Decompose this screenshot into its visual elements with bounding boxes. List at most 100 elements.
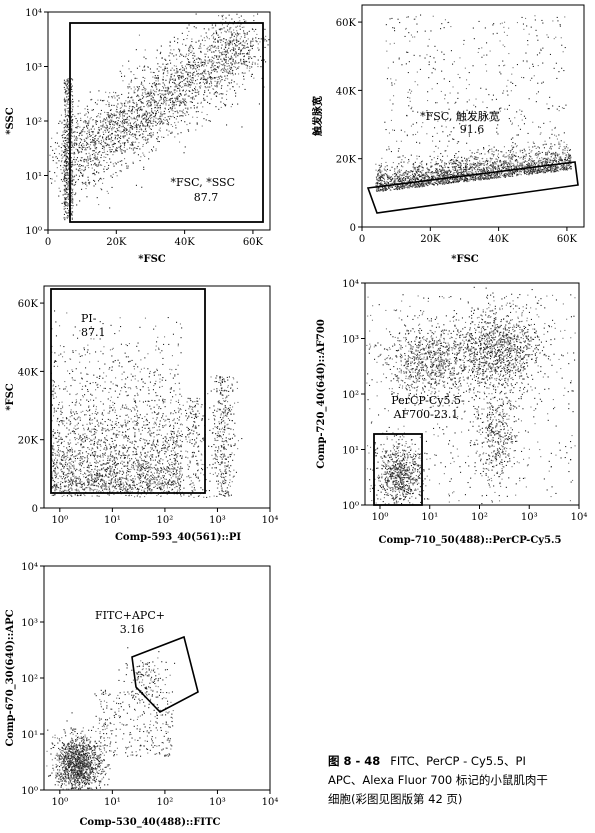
event-dot [503, 168, 505, 170]
event-dot [453, 166, 455, 168]
event-dot [510, 150, 512, 152]
event-dot [177, 97, 179, 99]
event-dot [171, 97, 173, 99]
event-dot [164, 68, 166, 70]
event-dot [238, 48, 240, 50]
event-dot [158, 121, 160, 123]
event-dot [153, 118, 155, 120]
event-dot [249, 66, 251, 68]
event-dot [128, 92, 130, 94]
x-tick-label: 40K [175, 237, 196, 248]
event-dot [437, 171, 439, 173]
event-dot [85, 140, 87, 142]
event-dot [198, 93, 200, 95]
event-dot [417, 168, 419, 170]
event-dot [128, 119, 130, 121]
event-dot [444, 181, 446, 183]
event-dot [124, 120, 126, 122]
event-dot [212, 45, 214, 47]
event-dot [91, 131, 93, 133]
event-dot [109, 119, 111, 121]
event-dot [182, 67, 184, 69]
event-dot [486, 168, 488, 170]
event-dot [417, 182, 419, 184]
event-dot [483, 163, 485, 165]
event-dot [444, 162, 446, 164]
event-dot [165, 87, 167, 89]
event-dot [397, 170, 399, 172]
event-dot [60, 161, 62, 163]
event-dot [167, 116, 169, 118]
event-dot [382, 177, 384, 179]
event-dot [213, 36, 215, 38]
event-dot [421, 174, 423, 176]
event-dot [260, 66, 262, 68]
event-dot [65, 201, 67, 203]
event-dot [171, 132, 173, 134]
event-dot [463, 170, 465, 172]
event-dot [421, 177, 423, 179]
event-dot [215, 106, 217, 108]
event-dot [89, 158, 91, 160]
event-dot [117, 103, 119, 105]
event-dot [195, 80, 197, 82]
event-dot [240, 60, 242, 62]
event-dot [264, 38, 266, 40]
event-dot [528, 152, 530, 154]
event-dot [77, 125, 79, 127]
event-dot [110, 137, 112, 139]
event-dot [243, 58, 245, 60]
event-dot [99, 160, 101, 162]
event-dot [154, 116, 156, 118]
event-dot [78, 100, 80, 102]
event-dot [64, 188, 66, 190]
event-dot [189, 101, 191, 103]
event-dot [381, 157, 383, 159]
event-dot [168, 108, 170, 110]
event-dot [202, 81, 204, 83]
event-dot [160, 45, 162, 47]
event-dot [421, 178, 423, 180]
event-dot [105, 131, 107, 133]
event-dot [143, 96, 145, 98]
event-dot [92, 119, 94, 121]
event-dot [413, 176, 415, 178]
event-dot [187, 78, 189, 80]
event-dot [71, 120, 73, 122]
event-dot [152, 122, 154, 124]
event-dot [168, 55, 170, 57]
event-dot [434, 172, 436, 174]
event-dot [555, 168, 557, 170]
event-dot [66, 107, 68, 109]
event-dot [107, 100, 109, 102]
event-dot [442, 175, 444, 177]
event-dot [216, 58, 218, 60]
event-dot [163, 98, 165, 100]
event-dot [438, 174, 440, 176]
event-dot [72, 101, 74, 103]
event-dot [533, 142, 535, 144]
event-dot [421, 176, 423, 178]
event-dot [65, 90, 67, 92]
event-dot [70, 78, 72, 80]
event-dot [159, 106, 161, 108]
event-dot [481, 170, 483, 172]
event-dot [435, 170, 437, 172]
event-dot [154, 84, 156, 86]
event-dot [185, 68, 187, 70]
event-dot [155, 117, 157, 119]
event-dot [67, 110, 69, 112]
event-dot [256, 33, 258, 35]
event-dot [149, 105, 151, 107]
event-dot [65, 204, 67, 206]
event-dot [228, 14, 230, 16]
event-dot [460, 172, 462, 174]
event-dot [163, 100, 165, 102]
event-dot [527, 171, 529, 173]
event-dot [105, 138, 107, 140]
event-dot [65, 149, 67, 151]
event-dot [65, 143, 67, 145]
event-dot [190, 65, 192, 67]
event-dot [94, 138, 96, 140]
